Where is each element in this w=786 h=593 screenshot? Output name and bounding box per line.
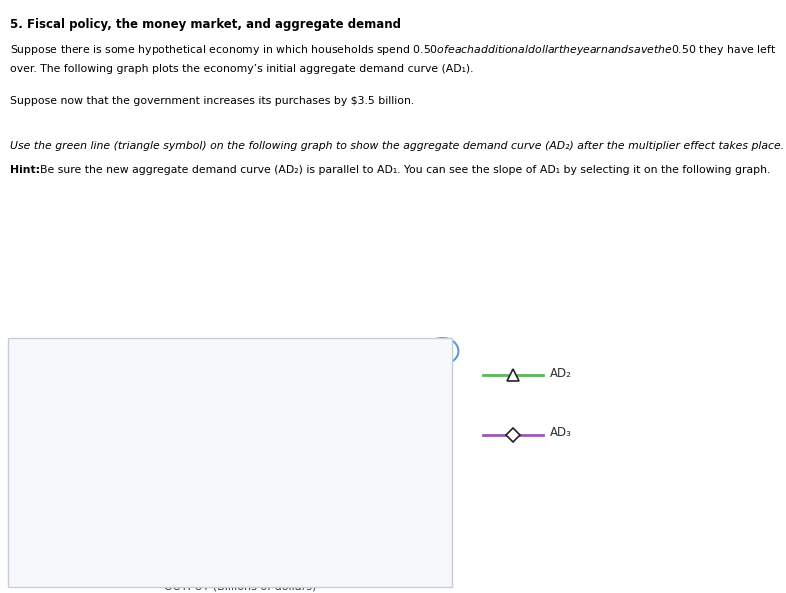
Text: Be sure the new aggregate demand curve (AD₂) is parallel to AD₁. You can see the: Be sure the new aggregate demand curve (… bbox=[40, 165, 770, 176]
Circle shape bbox=[427, 338, 458, 364]
Text: ?: ? bbox=[439, 345, 446, 358]
Text: AD₂: AD₂ bbox=[550, 367, 572, 380]
Text: Use the green line (triangle symbol) on the following graph to show the aggregat: Use the green line (triangle symbol) on … bbox=[10, 141, 784, 151]
X-axis label: OUTPUT (Billions of dollars): OUTPUT (Billions of dollars) bbox=[163, 582, 316, 591]
Text: 5. Fiscal policy, the money market, and aggregate demand: 5. Fiscal policy, the money market, and … bbox=[10, 18, 401, 31]
Text: AD₃: AD₃ bbox=[550, 426, 572, 439]
Text: Hint:: Hint: bbox=[10, 165, 44, 176]
Text: Suppose now that the government increases its purchases by $3.5 billion.: Suppose now that the government increase… bbox=[10, 95, 414, 106]
Y-axis label: PRICE LEVEL: PRICE LEVEL bbox=[28, 426, 37, 496]
Text: over. The following graph plots the economy’s initial aggregate demand curve (AD: over. The following graph plots the econ… bbox=[10, 64, 474, 74]
Text: Suppose there is some hypothetical economy in which households spend $0.50 of ea: Suppose there is some hypothetical econo… bbox=[10, 43, 777, 56]
Text: AD₁: AD₁ bbox=[72, 415, 92, 425]
